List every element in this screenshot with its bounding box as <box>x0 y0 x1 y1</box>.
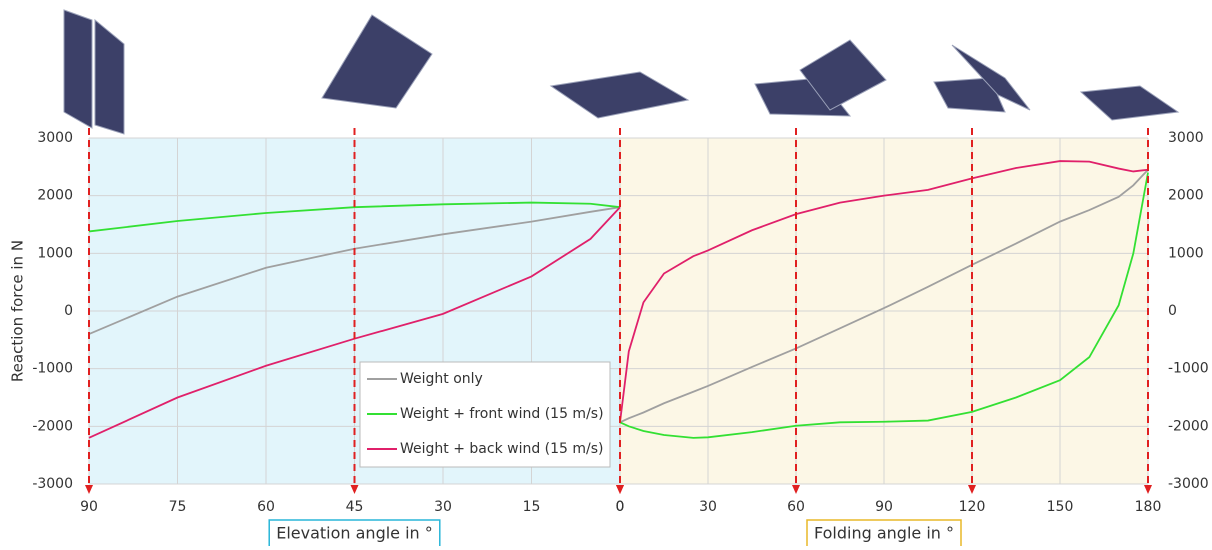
y-tick-label: 1000 <box>37 245 73 261</box>
x-tick-label: 75 <box>169 499 187 515</box>
legend-label: Weight + back wind (15 m/s) <box>400 441 604 457</box>
y-tick-label: 0 <box>64 303 73 319</box>
x-tick-label: 30 <box>434 499 452 515</box>
y-tick-label: 0 <box>1168 303 1177 319</box>
y-tick-label: -3000 <box>1168 476 1209 492</box>
marker-arrow <box>616 485 624 494</box>
y-tick-label: -1000 <box>1168 361 1209 377</box>
panel-icon <box>322 15 432 108</box>
x-axis-label: Folding angle in ° <box>814 524 954 543</box>
marker-arrow <box>792 485 800 494</box>
marker-arrow <box>85 485 93 494</box>
x-tick-label: 150 <box>1047 499 1074 515</box>
x-tick-label: 0 <box>616 499 625 515</box>
x-axis-label: Elevation angle in ° <box>276 524 433 543</box>
chart: 9075604530150-3000-2000-1000010002000300… <box>0 0 1212 546</box>
y-tick-label: 2000 <box>37 188 73 204</box>
marker-arrow <box>1144 485 1152 494</box>
y-tick-label: -3000 <box>32 476 73 492</box>
x-tick-label: 30 <box>699 499 717 515</box>
y-axis-label: Reaction force in N <box>9 240 27 382</box>
x-tick-label: 180 <box>1135 499 1162 515</box>
panel-icon <box>551 72 688 118</box>
legend-label: Weight + front wind (15 m/s) <box>400 406 604 422</box>
y-tick-label: -2000 <box>32 418 73 434</box>
x-tick-label: 45 <box>346 499 364 515</box>
x-tick-label: 90 <box>80 499 98 515</box>
legend-label: Weight only <box>400 371 483 387</box>
x-tick-label: 15 <box>523 499 541 515</box>
y-tick-label: 2000 <box>1168 188 1204 204</box>
x-tick-label: 60 <box>257 499 275 515</box>
y-tick-label: 1000 <box>1168 245 1204 261</box>
x-tick-label: 60 <box>787 499 805 515</box>
panel-icon <box>95 20 124 134</box>
legend: Weight only Weight + front wind (15 m/s) W… <box>360 362 610 467</box>
y-tick-label: -1000 <box>32 361 73 377</box>
panel-illustrations <box>64 10 1178 134</box>
panel-icon <box>1081 86 1178 120</box>
y-tick-label: 3000 <box>1168 130 1204 146</box>
x-tick-label: 90 <box>875 499 893 515</box>
marker-arrow <box>968 485 976 494</box>
panel-icon <box>64 10 92 128</box>
y-tick-label: 3000 <box>37 130 73 146</box>
x-tick-label: 120 <box>959 499 986 515</box>
marker-arrow <box>351 485 359 494</box>
y-tick-label: -2000 <box>1168 418 1209 434</box>
